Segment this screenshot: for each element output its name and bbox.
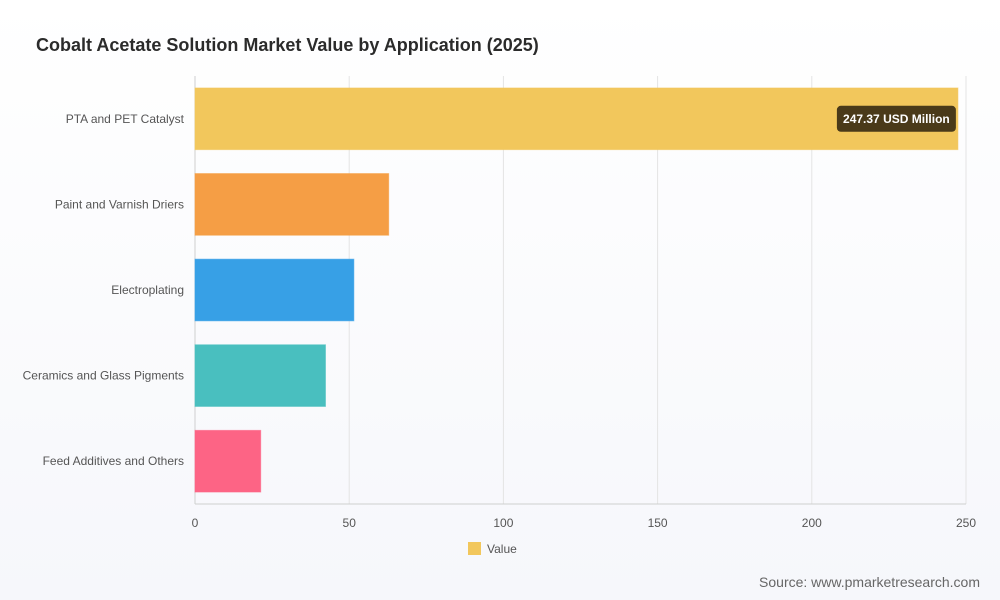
x-tick-label: 100: [493, 516, 513, 530]
y-category-label: Electroplating: [111, 283, 184, 297]
bar: [194, 87, 959, 151]
bar: [194, 173, 390, 236]
value-annotation-label: 247.37 USD Million: [843, 112, 950, 126]
x-tick-label: 200: [802, 516, 822, 530]
x-tick-label: 50: [343, 516, 357, 530]
chart-title: Cobalt Acetate Solution Market Value by …: [36, 35, 539, 55]
bar: [194, 258, 355, 322]
x-tick-label: 0: [192, 516, 199, 530]
y-category-label: Paint and Varnish Driers: [55, 197, 184, 211]
y-category-label: Ceramics and Glass Pigments: [23, 369, 184, 383]
y-category-label: Feed Additives and Others: [43, 454, 184, 468]
source-credit: Source: www.pmarketresearch.com: [759, 574, 980, 590]
bar: [194, 344, 326, 407]
value-annotation-box: [836, 105, 956, 132]
legend-label: Value: [487, 542, 517, 556]
bar: [194, 429, 262, 493]
legend-swatch: [468, 542, 481, 555]
y-category-label: PTA and PET Catalyst: [66, 112, 185, 126]
x-tick-label: 150: [648, 516, 668, 530]
x-tick-label: 250: [956, 516, 976, 530]
